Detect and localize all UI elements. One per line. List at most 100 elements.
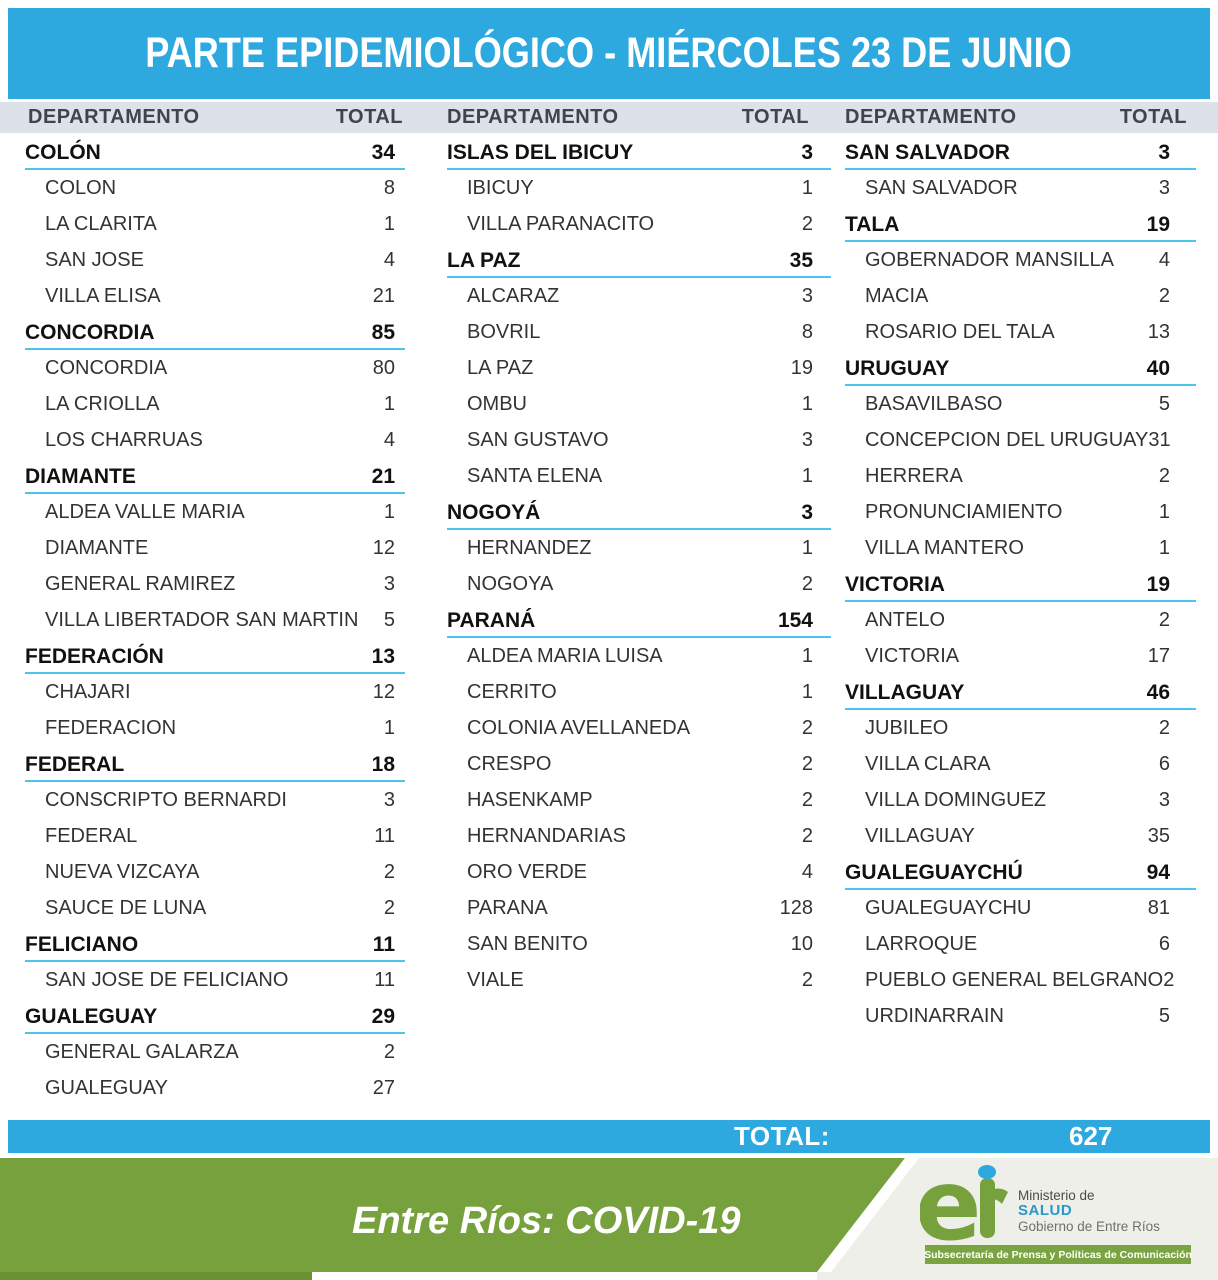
locality-row: LARROQUE 6 [845,926,1196,962]
locality-row: PARANA 128 [447,890,831,926]
locality-value: 17 [1147,644,1170,667]
department-block: TALA 19 GOBERNADOR MANSILLA 4 MACIA 2 RO… [845,206,1196,350]
title-bar: PARTE EPIDEMIOLÓGICO - MIÉRCOLES 23 DE J… [8,8,1210,99]
locality-name: BOVRIL [467,320,541,343]
locality-value: 12 [372,680,395,703]
department-total: 19 [1146,213,1170,236]
locality-name: GENERAL GALARZA [45,1040,239,1063]
locality-name: PARANA [467,896,548,919]
department-block: FEDERAL 18 CONSCRIPTO BERNARDI 3 FEDERAL… [25,746,405,926]
locality-row: ALCARAZ 3 [447,278,831,314]
table-column-3: SAN SALVADOR 3 SAN SALVADOR 3 TALA 19 GO… [845,134,1196,1034]
locality-value: 2 [383,860,395,883]
column-header-3: DEPARTAMENTO TOTAL [845,102,1193,133]
locality-value: 11 [374,824,395,847]
locality-row: HERRERA 2 [845,458,1196,494]
locality-row: FEDERAL 11 [25,818,405,854]
locality-row: ROSARIO DEL TALA 13 [845,314,1196,350]
locality-row: ALDEA VALLE MARIA 1 [25,494,405,530]
locality-value: 1 [801,644,813,667]
locality-value: 2 [1163,968,1175,991]
locality-name: CONSCRIPTO BERNARDI [45,788,287,811]
department-row: FELICIANO 11 [25,926,405,962]
locality-row: VILLA DOMINGUEZ 3 [845,782,1196,818]
locality-value: 11 [374,968,395,991]
locality-name: GENERAL RAMIREZ [45,572,236,595]
department-row: TALA 19 [845,206,1196,242]
locality-name: VIALE [467,968,524,991]
department-total: 3 [801,141,813,164]
locality-value: 10 [790,932,813,955]
locality-name: ALDEA MARIA LUISA [467,644,663,667]
locality-name: VILLA ELISA [45,284,161,307]
department-row: FEDERACIÓN 13 [25,638,405,674]
locality-name: LA CRIOLLA [45,392,160,415]
department-total: 85 [371,321,395,344]
locality-row: SAN BENITO 10 [447,926,831,962]
column-header-2: DEPARTAMENTO TOTAL [447,102,827,133]
entre-rios-er-logo: e [920,1164,1008,1242]
locality-name: VILLA PARANACITO [467,212,655,235]
ministry-salud: SALUD [1018,1202,1073,1219]
locality-row: MACIA 2 [845,278,1196,314]
locality-name: GOBERNADOR MANSILLA [865,248,1114,271]
department-name: CONCORDIA [25,321,155,344]
table-column-2: ISLAS DEL IBICUY 3 IBICUY 1 VILLA PARANA… [447,134,831,998]
department-header-label: DEPARTAMENTO [845,106,1017,128]
locality-name: COLONIA AVELLANEDA [467,716,691,739]
department-row: FEDERAL 18 [25,746,405,782]
locality-row: SAN JOSE DE FELICIANO 11 [25,962,405,998]
locality-row: SAN JOSE 4 [25,242,405,278]
locality-row: SAUCE DE LUNA 2 [25,890,405,926]
locality-name: HASENKAMP [467,788,593,811]
locality-name: SANTA ELENA [467,464,603,487]
locality-row: HERNANDARIAS 2 [447,818,831,854]
locality-value: 3 [383,572,395,595]
locality-value: 1 [801,680,813,703]
locality-row: DIAMANTE 12 [25,530,405,566]
department-total: 35 [789,249,813,272]
locality-value: 1 [383,500,395,523]
locality-row: GENERAL GALARZA 2 [25,1034,405,1070]
locality-value: 81 [1147,896,1170,919]
department-name: URUGUAY [845,357,950,380]
department-total: 3 [801,501,813,524]
department-block: FELICIANO 11 SAN JOSE DE FELICIANO 11 [25,926,405,998]
ministry-block: Ministerio de SALUD Gobierno de Entre Rí… [1018,1188,1160,1234]
department-total: 18 [371,753,395,776]
department-row: PARANÁ 154 [447,602,831,638]
table-column-1: COLÓN 34 COLON 8 LA CLARITA 1 SAN JOSE 4… [25,134,405,1106]
locality-name: LA CLARITA [45,212,157,235]
department-total: 29 [371,1005,395,1028]
locality-row: SANTA ELENA 1 [447,458,831,494]
locality-row: CERRITO 1 [447,674,831,710]
locality-row: ANTELO 2 [845,602,1196,638]
locality-value: 2 [1158,608,1170,631]
department-row: CONCORDIA 85 [25,314,405,350]
locality-name: SAN GUSTAVO [467,428,609,451]
locality-value: 2 [801,752,813,775]
department-name: FELICIANO [25,933,139,956]
locality-value: 19 [790,356,813,379]
locality-name: ORO VERDE [467,860,588,883]
department-row: COLÓN 34 [25,134,405,170]
department-row: GUALEGUAYCHÚ 94 [845,854,1196,890]
locality-value: 4 [383,248,395,271]
locality-row: CONCEPCION DEL URUGUAY 31 [845,422,1196,458]
locality-value: 128 [779,896,813,919]
department-block: VILLAGUAY 46 JUBILEO 2 VILLA CLARA 6 VIL… [845,674,1196,854]
department-total: 21 [371,465,395,488]
locality-name: FEDERACION [45,716,177,739]
locality-name: VILLA DOMINGUEZ [865,788,1047,811]
locality-row: PUEBLO GENERAL BELGRANO 2 [845,962,1196,998]
locality-row: GUALEGUAYCHU 81 [845,890,1196,926]
total-header-label: TOTAL [1119,106,1187,128]
footer-bottom-white-strip [312,1272,817,1280]
department-row: ISLAS DEL IBICUY 3 [447,134,831,170]
locality-value: 4 [383,428,395,451]
department-name: FEDERACIÓN [25,645,164,668]
locality-name: SAN BENITO [467,932,588,955]
locality-name: NUEVA VIZCAYA [45,860,200,883]
locality-value: 1 [383,212,395,235]
